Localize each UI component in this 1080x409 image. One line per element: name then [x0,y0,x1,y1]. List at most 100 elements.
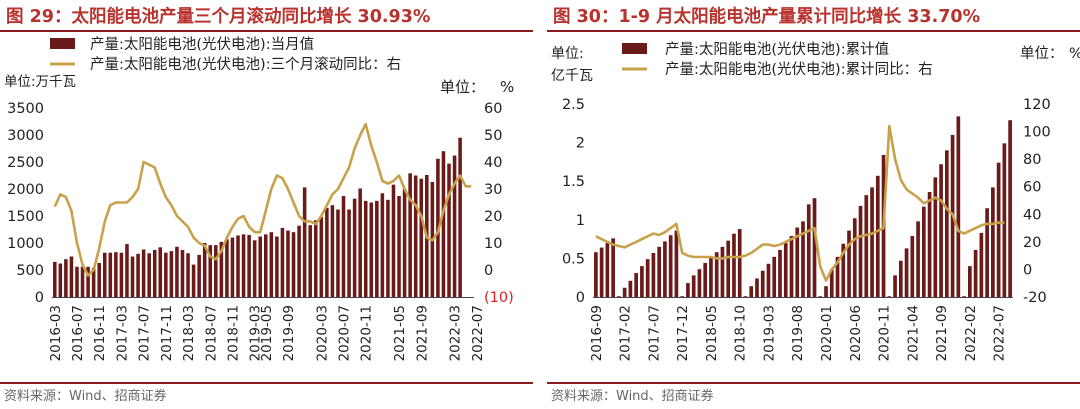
bar [363,200,368,297]
bar [186,253,190,297]
series-line-yoy [595,124,1005,282]
bar [852,218,857,297]
bar [709,257,713,297]
bar [52,261,57,297]
bar [86,266,90,297]
x-tick-label: 2022-03 [448,305,464,361]
x-tick-label: 2017-11 [159,305,175,361]
source-note: 资料来源：Wind、招商证券 [551,389,714,404]
y-left-tick-label: 0 [576,290,585,306]
chart-cumulative-output: 0 0.5 1 1.5 2 2.5 -20 0 20 40 60 80 100 120 2016-09 201… [551,41,1080,361]
bar [973,249,978,297]
x-tick-label: 2017-02 [618,305,634,361]
y-left-tick-label: 0.5 [562,251,585,267]
bar [991,187,995,297]
bar [916,221,920,297]
x-tick-label: 2019-09 [281,305,297,361]
x-tick-label: 2019-03 [761,305,777,361]
bar [69,256,74,297]
bar [910,236,915,297]
x-tick-label: 2021-04 [905,305,921,361]
bar [280,227,285,297]
bar [458,137,462,297]
x-tick-label: 2017-12 [675,305,691,361]
y-left-tick-label: 3500 [7,101,44,117]
bar [291,232,296,297]
bar [241,234,246,297]
bar [347,209,351,297]
y-right-tick-label: 0 [484,263,493,279]
x-tick-label: 2021-05 [392,305,408,361]
y-left-tick-label: 1.5 [562,174,585,190]
chart-title: 图 30：1-9 月太阳能电池产量累计同比增长 33.70% [553,7,981,27]
bar [640,266,644,297]
bar [236,235,240,297]
bar [297,225,301,297]
bar [102,252,107,297]
y-left-unit-1: 单位: [551,46,584,62]
y-left-tick-label: 1 [576,213,585,229]
bar [732,233,736,297]
bar [97,262,101,297]
bar [634,273,638,297]
series-line-yoy [53,122,472,277]
bar [985,208,989,297]
bar [645,259,650,297]
x-tick-label: 2020-11 [877,305,893,361]
bar [75,266,79,297]
y-right-tick-label: 60 [1023,180,1041,196]
bar [663,241,667,297]
bar [341,196,346,297]
bar [766,263,771,297]
bar [302,187,307,297]
chart-title: 图 29：太阳能电池产量三个月滚动同比增长 30.93% [6,7,431,27]
y-right-tick-label: -20 [1023,290,1047,306]
bar [605,242,610,297]
bar [80,266,85,297]
bar [893,275,897,297]
chart-monthly-output: 0 500 1000 1500 2000 2500 3000 3500 (10) 0 10 20 30 4… [4,36,514,361]
y-right-unit-value: % [1069,46,1080,62]
bar [686,283,690,297]
x-tick-label: 2017-07 [137,305,153,361]
y-right-tick-label: 40 [1023,207,1041,223]
bar [141,249,146,297]
y-right-tick-label: 0 [1023,262,1032,278]
legend-swatch-bar [622,43,647,54]
footer-divider [0,382,533,384]
bar [158,247,163,297]
bar [691,275,696,297]
x-tick-label: 2016-03 [48,305,64,361]
bar [164,252,168,297]
bar [968,266,972,297]
x-tick-label: 2020-01 [819,305,835,361]
bar [119,252,124,297]
bar [755,278,759,297]
x-tick-label: 2020-06 [848,305,864,361]
bar [887,296,892,297]
bar [737,229,742,297]
bar [397,196,401,297]
bar [419,178,424,297]
x-tick-label: 2019-08 [790,305,806,361]
x-tick-label: 2020-07 [337,305,353,361]
title-bar: 图 30：1-9 月太阳能电池产量累计同比增长 33.70% [547,0,1080,32]
y-right-tick-label: 120 [1023,97,1051,113]
legend-label-bar: 产量:太阳能电池(光伏电池):累计值 [665,41,889,58]
bar [772,256,777,297]
y-left-tick-label: 2 [576,136,585,152]
bar [651,252,656,297]
y-left-tick-label: 1500 [7,209,44,225]
bar [336,209,340,297]
bar [208,245,213,297]
y-left-tick-label: 2000 [7,182,44,198]
bar [939,164,943,297]
y-right-unit-label: 单位： [1020,45,1064,62]
y-right-tick-label: 80 [1023,152,1041,168]
chart-panel-production-monthly: 图 29：太阳能电池产量三个月滚动同比增长 30.93% 0 500 1000 150… [0,0,533,409]
legend-label-line: 产量:太阳能电池(光伏电池):累计同比：右 [665,61,933,78]
bar [835,256,840,297]
bar [720,246,725,297]
bar [358,188,362,297]
bar [795,227,800,297]
